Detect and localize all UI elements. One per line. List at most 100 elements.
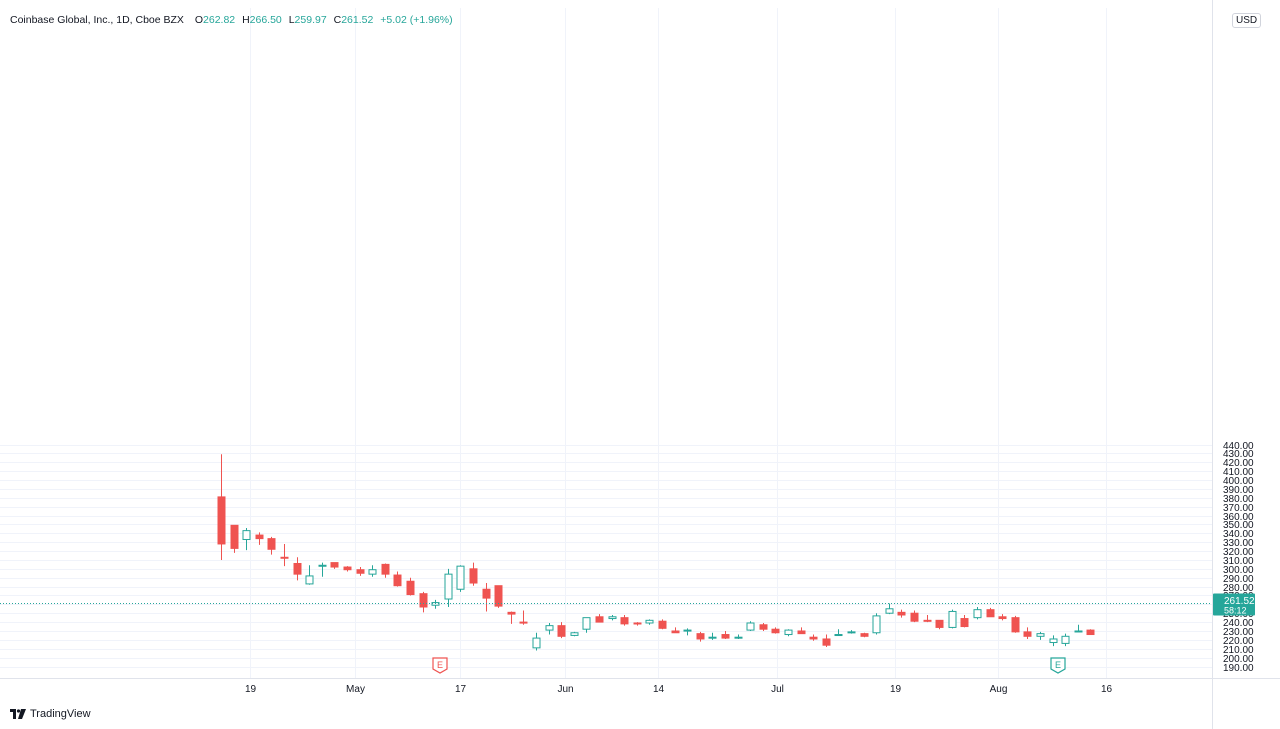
y-tick-label: 410.00 [1223, 467, 1254, 478]
candle-body[interactable] [582, 617, 591, 630]
candle-body[interactable] [469, 568, 478, 584]
y-tick-label: 380.00 [1223, 494, 1254, 505]
candle-body[interactable] [545, 625, 554, 631]
candle-body[interactable] [771, 628, 780, 634]
x-tick-label: Aug [990, 684, 1008, 695]
candle-body[interactable] [343, 566, 352, 571]
candle-body[interactable] [267, 538, 276, 550]
y-tick-label: 340.00 [1223, 529, 1254, 540]
candle-body[interactable] [444, 573, 453, 600]
candle-body[interactable] [973, 609, 982, 619]
earnings-marker[interactable] [1050, 657, 1066, 674]
candle-body[interactable] [645, 619, 654, 624]
candle-body[interactable] [847, 631, 856, 634]
candle-body[interactable] [519, 621, 528, 624]
candle-body[interactable] [1023, 631, 1032, 637]
candle-body[interactable] [305, 575, 314, 585]
y-tick-label: 240.00 [1223, 618, 1254, 629]
candle-body[interactable] [608, 616, 617, 620]
candle-body[interactable] [507, 611, 516, 615]
y-tick-label: 310.00 [1223, 556, 1254, 567]
candle-body[interactable] [986, 609, 995, 618]
candle-body[interactable] [293, 562, 302, 575]
candle-body[interactable] [1049, 638, 1058, 644]
change-value: +5.02 (+1.96%) [380, 14, 453, 26]
candle-body[interactable] [822, 638, 831, 646]
chart-legend: Coinbase Global, Inc., 1D, Cboe BZX O262… [10, 14, 457, 26]
candle-body[interactable] [1086, 629, 1095, 636]
x-tick-label: Jul [771, 684, 784, 695]
candle-body[interactable] [860, 633, 869, 637]
candle-body[interactable] [557, 625, 566, 637]
open-label: O [194, 14, 204, 26]
candle-body[interactable] [935, 619, 944, 628]
low-label: L [288, 14, 295, 26]
candle-body[interactable] [948, 610, 957, 628]
close-label: C [333, 14, 342, 26]
candle-body[interactable] [708, 636, 717, 639]
candle-body[interactable] [683, 629, 692, 632]
candle-body[interactable] [230, 524, 239, 549]
candle-body[interactable] [1036, 633, 1045, 637]
earnings-marker-label: E [437, 660, 443, 670]
x-tick-label: 14 [653, 684, 665, 695]
candle-body[interactable] [658, 620, 667, 629]
candle-body[interactable] [759, 624, 768, 630]
y-tick-label: 300.00 [1223, 565, 1254, 576]
high-value: 266.50 [249, 14, 282, 26]
candle-body[interactable] [696, 633, 705, 640]
candle-body[interactable] [671, 630, 680, 634]
candle-body[interactable] [885, 608, 894, 614]
candle-body[interactable] [368, 569, 377, 575]
candle-body[interactable] [797, 630, 806, 635]
candle-body[interactable] [595, 616, 604, 623]
candle-body[interactable] [456, 565, 465, 590]
y-tick-label: 290.00 [1223, 574, 1254, 585]
candle-body[interactable] [1011, 617, 1020, 633]
tradingview-brand[interactable]: TradingView [10, 708, 91, 720]
x-tick-label: 17 [455, 684, 467, 695]
candle-body[interactable] [482, 588, 491, 599]
candle-body[interactable] [217, 496, 226, 545]
candle-body[interactable] [1061, 635, 1070, 644]
candle-body[interactable] [280, 556, 289, 559]
candle-body[interactable] [998, 616, 1007, 620]
tradingview-logo-icon [10, 709, 26, 719]
candle-body[interactable] [393, 574, 402, 587]
candle-body[interactable] [406, 580, 415, 596]
candle-body[interactable] [872, 615, 881, 634]
x-tick-label: May [346, 684, 365, 695]
currency-button[interactable]: USD [1232, 13, 1262, 28]
last-price-label: 261.52 [1224, 596, 1255, 607]
candle-body[interactable] [910, 612, 919, 622]
candle-body[interactable] [809, 636, 818, 640]
candle-body[interactable] [620, 617, 629, 625]
y-tick-label: 210.00 [1223, 645, 1254, 656]
close-value: 261.52 [341, 14, 374, 26]
y-tick-label: 420.00 [1223, 458, 1254, 469]
candle-body[interactable] [242, 530, 251, 541]
candle-body[interactable] [734, 636, 743, 639]
candle-body[interactable] [923, 619, 932, 622]
candle-body[interactable] [746, 622, 755, 631]
candle-body[interactable] [784, 629, 793, 636]
candle-body[interactable] [419, 593, 428, 608]
y-tick-label: 190.00 [1223, 663, 1254, 674]
candle-body[interactable] [494, 585, 503, 607]
earnings-marker[interactable] [432, 657, 448, 674]
candle-body[interactable] [318, 564, 327, 567]
candle-body[interactable] [897, 611, 906, 616]
candle-body[interactable] [255, 534, 264, 540]
candle-body[interactable] [330, 562, 339, 568]
candle-body[interactable] [721, 634, 730, 639]
candle-body[interactable] [381, 563, 390, 575]
candle-body[interactable] [570, 632, 579, 636]
candle-body[interactable] [633, 622, 642, 625]
last-price-badge [1213, 593, 1255, 616]
candle-body[interactable] [1074, 630, 1083, 633]
candle-body[interactable] [834, 634, 843, 637]
candle-body[interactable] [532, 637, 541, 649]
candle-body[interactable] [356, 569, 365, 574]
candle-body[interactable] [960, 618, 969, 628]
